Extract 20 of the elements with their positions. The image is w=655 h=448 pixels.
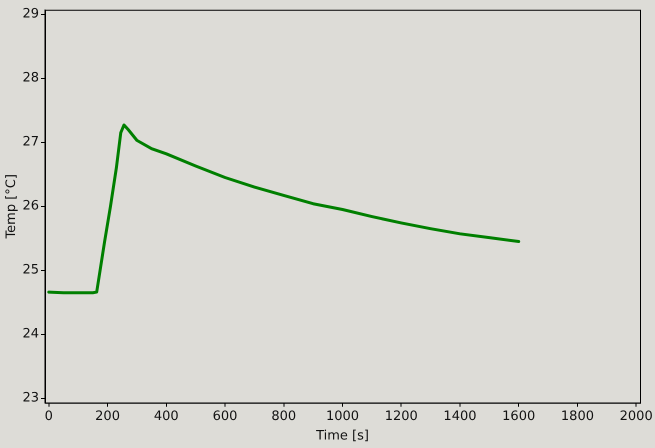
x-tick-label: 1200 (384, 408, 418, 424)
x-tick-label: 1600 (502, 408, 536, 424)
y-axis-title: Temp [°C] (4, 174, 20, 240)
x-tick-label: 2000 (620, 408, 653, 424)
y-tick-label: 25 (22, 262, 39, 278)
y-tick-label: 26 (22, 198, 39, 214)
x-tick-label: 400 (154, 408, 179, 424)
x-tick-label: 800 (271, 408, 296, 424)
x-tick-label: 0 (44, 408, 53, 424)
y-tick-label: 29 (22, 6, 39, 22)
y-tick-label: 28 (22, 70, 39, 86)
x-tick-label: 1400 (443, 408, 477, 424)
y-tick-label: 24 (22, 326, 39, 342)
y-tick-label: 23 (22, 390, 39, 406)
x-tick-label: 600 (212, 408, 238, 424)
x-tick-label: 1000 (326, 408, 360, 424)
x-axis-title: Time [s] (315, 428, 369, 444)
y-tick-label: 27 (22, 134, 39, 150)
x-tick-label: 200 (95, 408, 120, 424)
x-tick-label: 1800 (560, 408, 594, 424)
